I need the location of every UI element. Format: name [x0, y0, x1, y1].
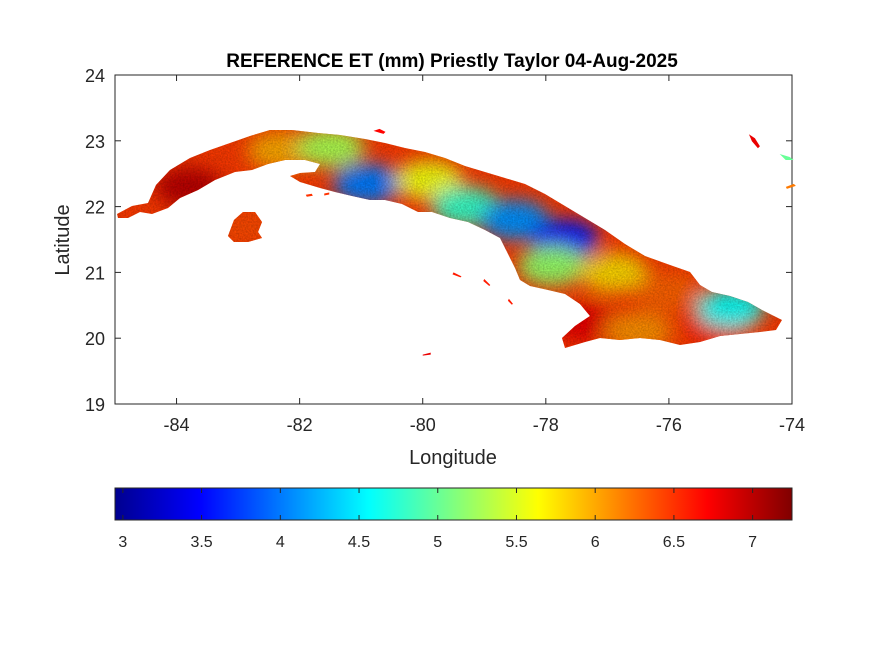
- x-tick-label: -74: [779, 415, 805, 435]
- colorbar-tick-label: 4: [276, 534, 285, 551]
- y-axis: 19 20 21 22 23 24: [85, 66, 792, 415]
- colorbar-tick-label: 5: [433, 534, 442, 551]
- islet-5: [324, 192, 330, 196]
- plot-area: [114, 74, 793, 405]
- colorbar-tick-label: 7: [748, 534, 757, 551]
- y-axis-label: Latitude: [52, 204, 74, 275]
- colorbar-tick-label: 4.5: [348, 534, 370, 551]
- colorbar-tick-label: 3: [118, 534, 127, 551]
- islet-8: [507, 298, 513, 305]
- x-tick-label: -84: [164, 415, 190, 435]
- x-tick-label: -78: [533, 415, 559, 435]
- colorbar-tick-label: 6.5: [663, 534, 685, 551]
- y-tick-label: 19: [85, 395, 105, 415]
- x-tick-label: -76: [656, 415, 682, 435]
- chart-title: REFERENCE ET (mm) Priestly Taylor 04-Aug…: [226, 51, 678, 72]
- colorbar-tick-label: 6: [591, 534, 600, 551]
- islet-6: [452, 272, 462, 278]
- x-axis: -84 -82 -80 -78 -76 -74: [164, 75, 805, 435]
- islet-2: [779, 153, 794, 160]
- y-tick-label: 20: [85, 329, 105, 349]
- islet-3: [785, 183, 796, 189]
- x-tick-label: -80: [410, 415, 436, 435]
- islet-4: [305, 193, 313, 197]
- colorbar: [114, 487, 793, 521]
- islets: [305, 128, 796, 356]
- islet-1: [748, 134, 760, 149]
- x-tick-label: -82: [287, 415, 313, 435]
- y-tick-label: 21: [85, 263, 105, 283]
- y-tick-label: 23: [85, 132, 105, 152]
- x-axis-label: Longitude: [409, 447, 497, 469]
- colorbar-tick-label: 5.5: [505, 534, 527, 551]
- colorbar-tick-label: 3.5: [190, 534, 212, 551]
- islet-7: [483, 278, 491, 286]
- y-tick-label: 24: [85, 66, 105, 86]
- colorbar-ticks: 3 3.5 4 4.5 5 5.5 6 6.5 7: [118, 488, 757, 551]
- y-tick-label: 22: [85, 198, 105, 218]
- islet-10: [373, 128, 386, 134]
- islet-9: [422, 352, 431, 356]
